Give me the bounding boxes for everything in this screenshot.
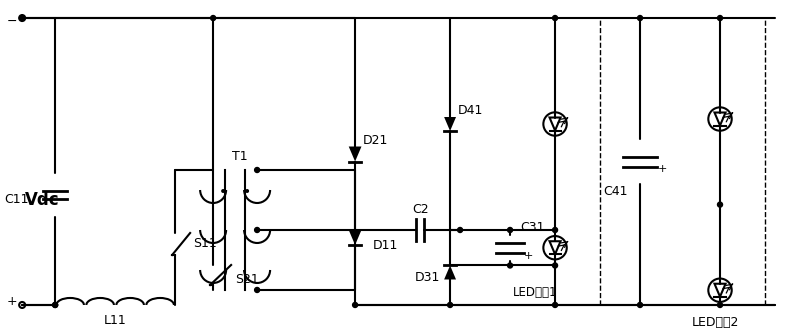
Polygon shape [444,117,456,131]
Circle shape [638,15,642,20]
Text: Vdc: Vdc [25,191,60,209]
Text: +: + [523,251,533,261]
Circle shape [254,288,260,292]
Circle shape [353,302,358,307]
Text: C2: C2 [412,204,428,216]
Text: +: + [7,295,18,308]
Circle shape [718,202,722,207]
Circle shape [718,15,722,20]
Circle shape [507,227,513,233]
Polygon shape [349,146,362,162]
Circle shape [447,302,453,307]
Text: D41: D41 [458,103,483,117]
Text: S11: S11 [193,238,217,250]
Text: D31: D31 [414,271,440,284]
Circle shape [553,302,558,307]
Text: •: • [219,185,227,199]
Text: C31: C31 [520,221,545,234]
Text: C11: C11 [5,194,29,207]
Circle shape [254,227,260,233]
Circle shape [507,263,513,268]
Circle shape [254,168,260,172]
Polygon shape [444,265,456,280]
Text: S21: S21 [235,274,259,287]
Text: D11: D11 [373,239,398,252]
Circle shape [553,227,558,233]
Text: L11: L11 [104,314,126,328]
Polygon shape [349,230,362,245]
Circle shape [553,263,558,268]
Circle shape [53,302,58,307]
Text: −: − [7,14,18,28]
Circle shape [20,15,25,20]
Circle shape [458,227,462,233]
Circle shape [53,302,58,307]
Circle shape [638,302,642,307]
Text: •: • [243,185,251,199]
Text: T1: T1 [232,150,248,163]
Text: LED负载1: LED负载1 [513,287,558,299]
Circle shape [553,15,558,20]
Circle shape [718,302,722,307]
Text: LED负载2: LED负载2 [691,317,738,330]
Text: C41: C41 [602,185,627,198]
Text: D21: D21 [363,133,389,146]
Circle shape [210,15,216,20]
Text: +: + [658,165,666,174]
